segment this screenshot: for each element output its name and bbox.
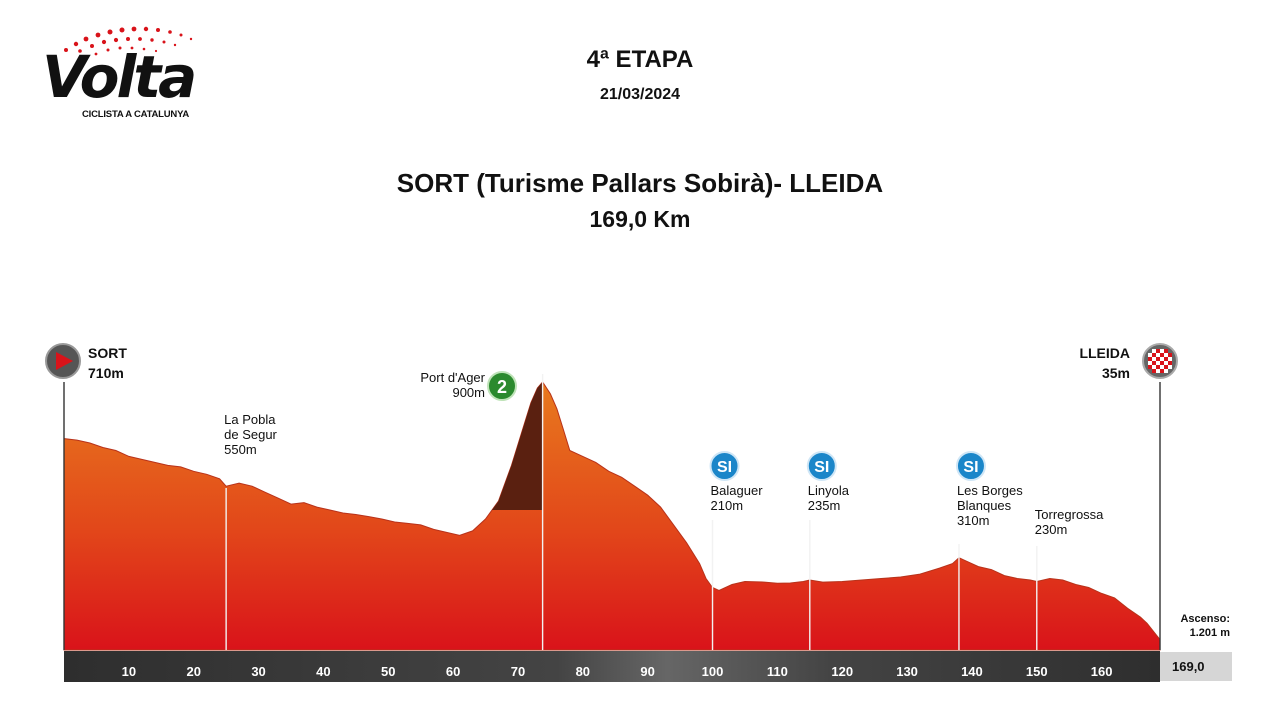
ascent-value: 1.201 m [1189,627,1230,639]
location-label: Torregrossa [1035,507,1104,522]
checker-cell [1152,349,1156,353]
x-tick-label: 40 [316,664,330,679]
checker-cell [1148,353,1152,357]
checker-cell [1148,365,1152,369]
checker-cell [1168,365,1172,369]
checker-cell [1160,365,1164,369]
x-tick-label: 100 [702,664,724,679]
location-label: 210m [711,498,744,513]
x-tick-label: 80 [576,664,590,679]
checker-cell [1160,361,1164,365]
location-label: 235m [808,498,841,513]
ascent-label: Ascenso: [1180,613,1230,625]
checker-cell [1164,365,1168,369]
checker-cell [1148,361,1152,365]
location-label: 710m [88,365,124,381]
checker-cell [1168,361,1172,365]
x-tick-label: 70 [511,664,525,679]
sprint-badge-icon [955,451,986,481]
checker-cell [1156,365,1160,369]
x-tick-label: 120 [831,664,853,679]
elevation-profile-area [63,381,1161,651]
checker-cell [1152,369,1156,373]
x-tick-label: 90 [640,664,654,679]
checker-cell [1156,361,1160,365]
checker-cell [1160,357,1164,361]
x-tick-label: 110 [767,664,788,679]
checker-cell [1164,369,1168,373]
checker-cell [1152,357,1156,361]
climb-highlight [492,382,543,510]
checker-cell [1160,353,1164,357]
sprint-badge-label: SI [963,459,978,476]
location-label: La Pobla [224,412,276,427]
location-label: Blanques [957,498,1012,513]
checker-cell [1152,361,1156,365]
kom-badge-icon [487,371,517,401]
checker-cell [1164,361,1168,365]
location-label: Linyola [808,483,850,498]
checkered-flag-icon [1148,349,1172,373]
checker-cell [1168,357,1172,361]
location-label: 230m [1035,522,1068,537]
location-label: 310m [957,513,990,528]
logo-swoosh-icon [64,26,193,56]
location-label: 35m [1102,365,1130,381]
location-label: Port d'Ager [420,370,485,385]
x-tick-label: 20 [186,664,200,679]
x-tick-label: 60 [446,664,460,679]
sprint-badge-label: SI [717,459,732,476]
start-arrow-icon [56,352,73,370]
stage-number: 4ª ETAPA [586,46,694,73]
stage-date: 21/03/2024 [599,86,681,103]
checker-cell [1160,369,1164,373]
total-distance: 169,0 [1160,652,1232,681]
x-tick-label: 140 [961,664,983,679]
x-tick-label: 10 [122,664,136,679]
x-tick-label: 160 [1091,664,1113,679]
x-tick-label: 150 [1026,664,1048,679]
checker-cell [1156,369,1160,373]
sprint-badge-icon [709,451,740,481]
sprint-badge-icon [806,451,837,481]
checker-cell [1168,353,1172,357]
logo-subtitle: CICLISTA A CATALUNYA [82,109,190,120]
location-label: LLEIDA [1079,345,1130,361]
kom-category-label: 2 [497,377,507,397]
volta-logo: Volta CICLISTA A CATALUNYA [36,18,226,128]
checker-cell [1164,357,1168,361]
location-label: SORT [88,345,127,361]
checker-cell [1164,349,1168,353]
location-label: 550m [224,442,257,457]
location-label: Les Borges [957,483,1023,498]
x-tick-label: 130 [896,664,918,679]
checker-cell [1152,365,1156,369]
checker-cell [1156,353,1160,357]
checker-cell [1156,349,1160,353]
x-tick-label: 50 [381,664,395,679]
checker-cell [1156,357,1160,361]
location-label: de Segur [224,427,277,442]
logo-wordmark: Volta [42,43,197,111]
distance-axis-bar [64,651,1160,682]
x-tick-label: 30 [251,664,265,679]
location-label: Balaguer [711,483,764,498]
stage-route: SORT (Turisme Pallars Sobirà)- LLEIDA [396,168,884,198]
checker-cell [1160,349,1164,353]
checker-cell [1152,353,1156,357]
ascent-info: Ascenso: 1.201 m [1160,612,1230,640]
sprint-badge-label: SI [814,459,829,476]
stage-distance: 169,0 Km [589,206,691,232]
checker-cell [1164,353,1168,357]
checker-cell [1148,357,1152,361]
location-label: 900m [452,385,485,400]
